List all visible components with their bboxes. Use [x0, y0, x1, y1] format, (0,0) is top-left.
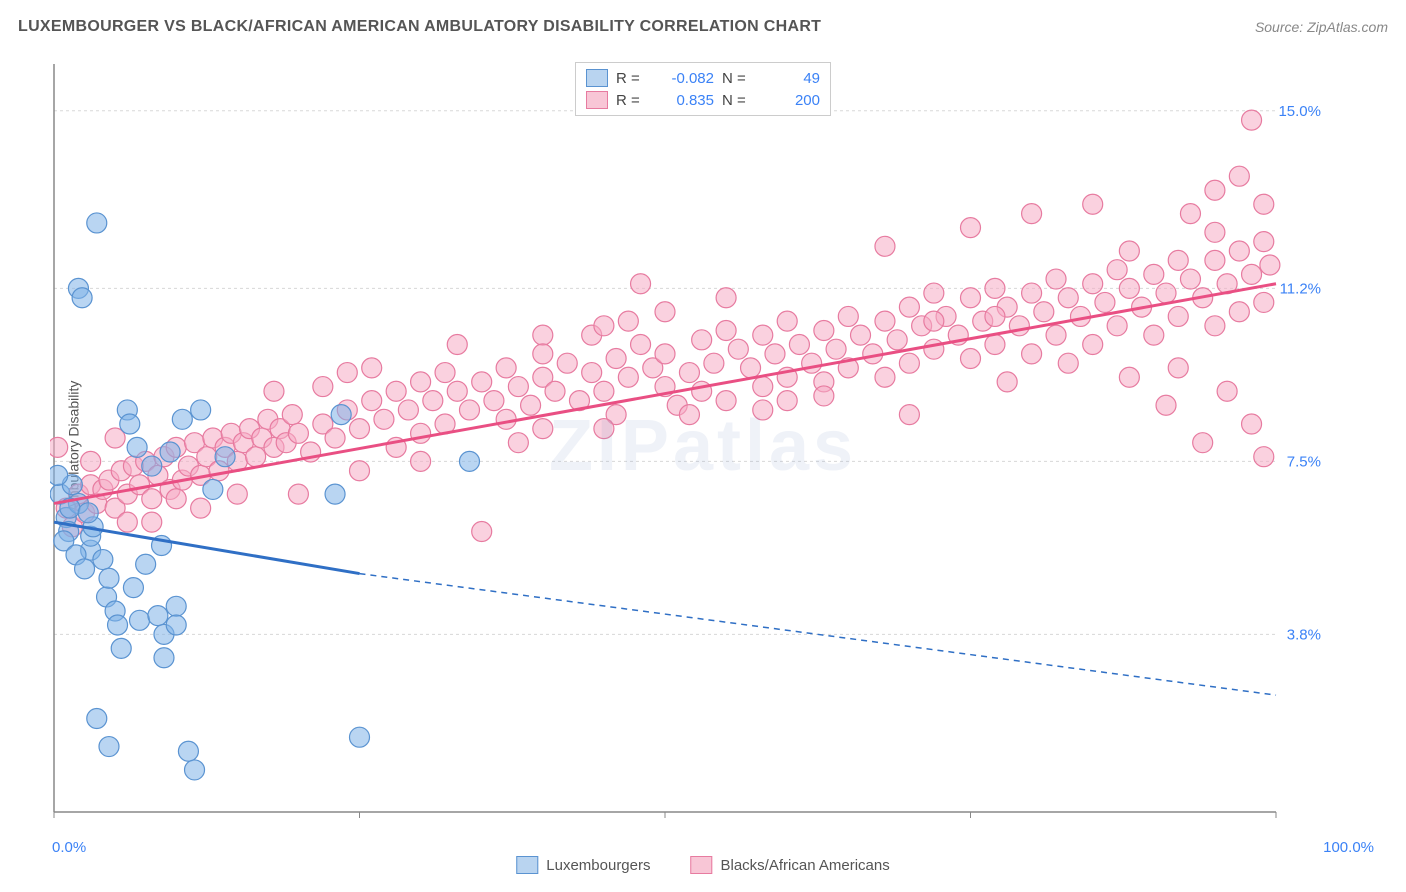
- r-value-2: 0.835: [656, 92, 714, 109]
- source-attribution: Source: ZipAtlas.com: [1255, 19, 1388, 35]
- legend-label-1: Luxembourgers: [546, 857, 650, 874]
- n-label: N =: [722, 70, 754, 87]
- title-bar: LUXEMBOURGER VS BLACK/AFRICAN AMERICAN A…: [18, 18, 1388, 36]
- x-axis-max-label: 100.0%: [1323, 839, 1374, 856]
- chart-container: LUXEMBOURGER VS BLACK/AFRICAN AMERICAN A…: [0, 0, 1406, 892]
- legend-item-1: Luxembourgers: [516, 856, 650, 874]
- scatter-plot-svg: 3.8% 7.5% 11.2% 15.0%: [50, 60, 1326, 832]
- n-value-2: 200: [762, 92, 820, 109]
- swatch-bottom-1: [516, 856, 538, 874]
- correlation-legend: R = -0.082 N = 49 R = 0.835 N = 200: [575, 62, 831, 116]
- series-legend: Luxembourgers Blacks/African Americans: [516, 856, 889, 874]
- svg-text:11.2%: 11.2%: [1280, 280, 1321, 297]
- svg-text:7.5%: 7.5%: [1287, 453, 1321, 470]
- chart-title: LUXEMBOURGER VS BLACK/AFRICAN AMERICAN A…: [18, 18, 821, 36]
- svg-text:15.0%: 15.0%: [1278, 103, 1321, 120]
- svg-text:3.8%: 3.8%: [1287, 626, 1321, 643]
- swatch-series-2: [586, 91, 608, 109]
- n-label: N =: [722, 92, 754, 109]
- r-value-1: -0.082: [656, 70, 714, 87]
- r-label: R =: [616, 70, 648, 87]
- r-label: R =: [616, 92, 648, 109]
- chart-plot-area: 3.8% 7.5% 11.2% 15.0%: [50, 60, 1326, 832]
- legend-row-series-2: R = 0.835 N = 200: [586, 89, 820, 111]
- swatch-bottom-2: [691, 856, 713, 874]
- legend-item-2: Blacks/African Americans: [691, 856, 890, 874]
- x-axis-min-label: 0.0%: [52, 839, 86, 856]
- n-value-1: 49: [762, 70, 820, 87]
- legend-label-2: Blacks/African Americans: [721, 857, 890, 874]
- swatch-series-1: [586, 69, 608, 87]
- legend-row-series-1: R = -0.082 N = 49: [586, 67, 820, 89]
